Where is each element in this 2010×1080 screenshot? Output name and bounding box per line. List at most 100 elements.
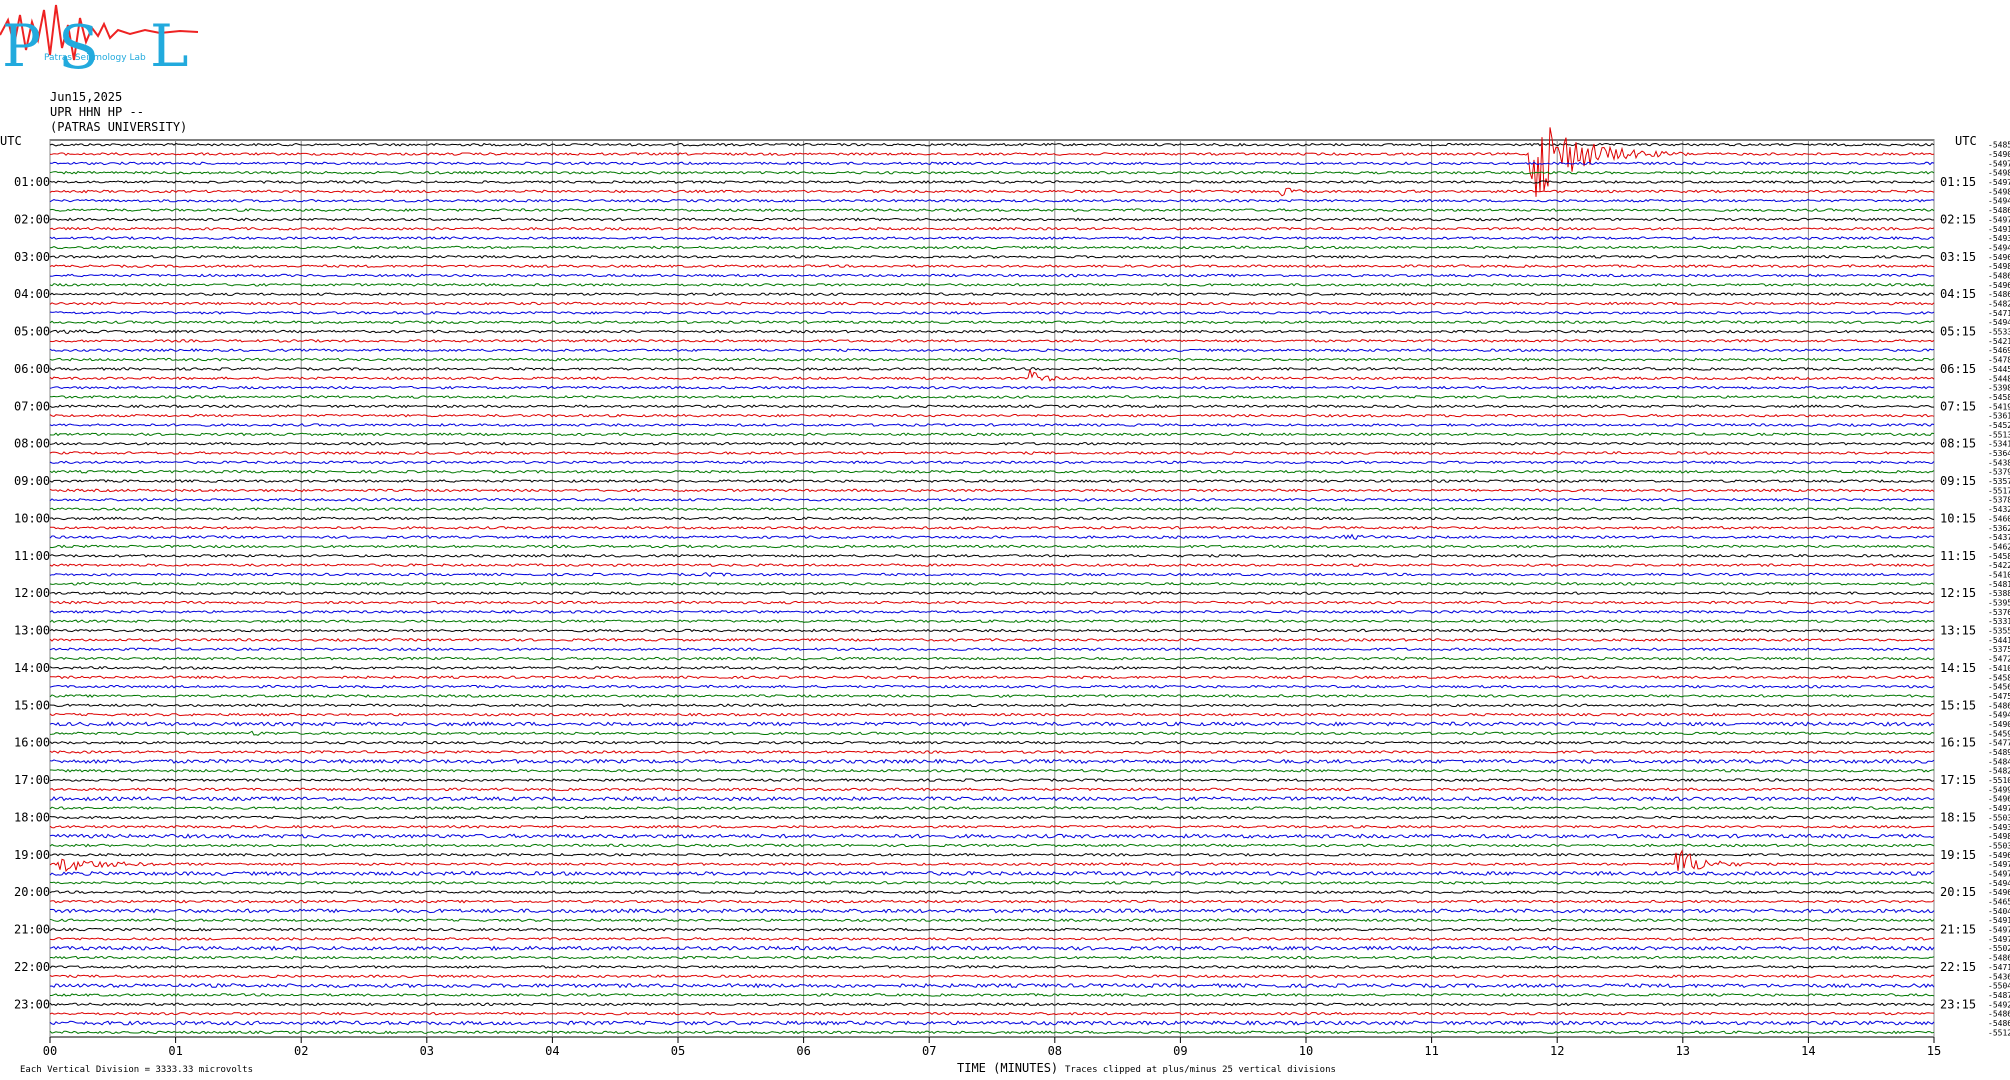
trace-offset-label: -5498	[1988, 187, 2010, 196]
trace-offset-label: -5496	[1988, 253, 2010, 262]
seismic-trace	[49, 187, 1935, 197]
trace-offset-label: -5379	[1988, 468, 2010, 477]
trace-offset-label: -5462	[1988, 542, 2010, 551]
right-hour-label: 20:15	[1940, 885, 1976, 899]
seismic-trace	[50, 993, 1935, 997]
right-hour-label: 19:15	[1940, 848, 1976, 862]
trace-offset-label: -5504	[1988, 982, 2010, 991]
left-hour-label: 09:00	[14, 474, 50, 488]
trace-offset-label: -5459	[1988, 729, 2010, 738]
trace-offset-label: -5497	[1988, 804, 2010, 813]
seismic-trace	[50, 778, 1935, 782]
seismic-trace	[49, 395, 1935, 399]
seismic-trace	[49, 348, 1935, 353]
right-hour-label: 07:15	[1940, 399, 1976, 413]
trace-offset-label: -5388	[1988, 589, 2010, 598]
trace-offset-label: -5512	[1988, 1028, 2010, 1037]
trace-offset-label: -5497	[1988, 869, 2010, 878]
trace-offset-label: -5456	[1988, 683, 2010, 692]
seismic-trace	[49, 899, 1935, 904]
trace-offset-label: -5445	[1988, 365, 2010, 374]
trace-offset-label: -5497	[1988, 935, 2010, 944]
trace-offset-label: -5376	[1988, 608, 2010, 617]
seismic-trace	[49, 591, 1935, 596]
trace-offset-label: -5437	[1988, 533, 2010, 542]
trace-offset-label: -5493	[1988, 234, 2010, 243]
seismic-trace	[49, 880, 1935, 885]
left-hour-label: 07:00	[14, 399, 50, 413]
seismic-trace	[49, 563, 1935, 568]
x-tick-label: 12	[1550, 1044, 1564, 1058]
seismic-trace	[49, 824, 1935, 829]
trace-offset-label: -5364	[1988, 449, 2010, 458]
seismic-trace	[49, 525, 1935, 530]
seismic-trace	[49, 1030, 1935, 1035]
trace-offset-label: -5481	[1988, 580, 2010, 589]
record-date: Jun15,2025	[50, 90, 123, 104]
seismic-trace	[49, 815, 1935, 820]
seismic-trace	[49, 600, 1935, 605]
seismic-trace	[49, 918, 1935, 923]
trace-offset-label: -5491	[1988, 916, 2010, 925]
seismic-trace	[49, 890, 1935, 895]
right-hour-label: 18:15	[1940, 810, 1976, 824]
seismic-trace	[49, 264, 1935, 269]
trace-offset-label: -5465	[1988, 898, 2010, 907]
seismic-trace	[49, 507, 1935, 512]
grid	[49, 139, 1935, 1043]
trace-offset-label: -5485	[1988, 141, 2010, 150]
right-hour-label: 15:15	[1940, 698, 1976, 712]
seismic-trace	[49, 301, 1935, 306]
seismic-trace	[49, 385, 1935, 390]
trace-offset-label: -5496	[1988, 888, 2010, 897]
seismic-trace	[49, 320, 1935, 325]
seismic-trace	[49, 787, 1935, 792]
seismic-trace	[49, 619, 1935, 624]
seismic-trace	[49, 665, 1935, 670]
right-hour-label: 22:15	[1940, 960, 1976, 974]
trace-offset-label: -5441	[1988, 636, 2010, 645]
left-hour-label: 01:00	[14, 175, 50, 189]
trace-offset-label: -5499	[1988, 785, 2010, 794]
traces	[49, 127, 1935, 1035]
trace-offset-label: -5494	[1988, 711, 2010, 720]
trace-offset-label: -5498	[1988, 832, 2010, 841]
right-hour-label: 13:15	[1940, 624, 1976, 638]
seismic-trace	[49, 684, 1935, 689]
trace-offset-label: -5410	[1988, 664, 2010, 673]
seismic-trace	[49, 497, 1935, 502]
left-hour-label: 22:00	[14, 960, 50, 974]
seismic-trace	[49, 796, 1935, 802]
trace-offset-label: -5378	[1988, 496, 2010, 505]
logo-letter-s: S	[58, 13, 99, 82]
trace-offset-label: -5398	[1988, 384, 2010, 393]
logo-caption: Patras Seismology Lab	[44, 53, 146, 63]
seismic-trace	[49, 469, 1935, 474]
trace-offset-label: -5491	[1988, 225, 2010, 234]
trace-offset-label: -5496	[1988, 281, 2010, 290]
seismic-trace	[49, 675, 1935, 680]
seismic-trace	[49, 217, 1935, 222]
x-tick-label: 13	[1676, 1044, 1690, 1058]
seismic-trace	[49, 730, 1935, 736]
right-hour-label: 06:15	[1940, 362, 1976, 376]
trace-offset-label: -5493	[1988, 823, 2010, 832]
seismic-trace	[49, 413, 1935, 418]
trace-offset-label: -5486	[1988, 206, 2010, 215]
right-hour-label: 17:15	[1940, 773, 1976, 787]
trace-offset-label: -5471	[1988, 309, 2010, 318]
trace-offset-label: -5419	[1988, 402, 2010, 411]
trace-offset-label: -5503	[1988, 813, 2010, 822]
seismic-trace	[49, 180, 1935, 184]
trace-offset-label: -5471	[1988, 963, 2010, 972]
seismic-trace	[49, 1011, 1935, 1016]
seismic-trace	[49, 945, 1935, 951]
seismic-trace	[49, 581, 1935, 586]
seismic-trace	[49, 292, 1935, 297]
left-hour-label: 20:00	[14, 885, 50, 899]
trace-offset-label: -5448	[1988, 374, 2010, 383]
seismic-trace	[49, 357, 1935, 362]
seismic-trace	[49, 208, 1935, 212]
